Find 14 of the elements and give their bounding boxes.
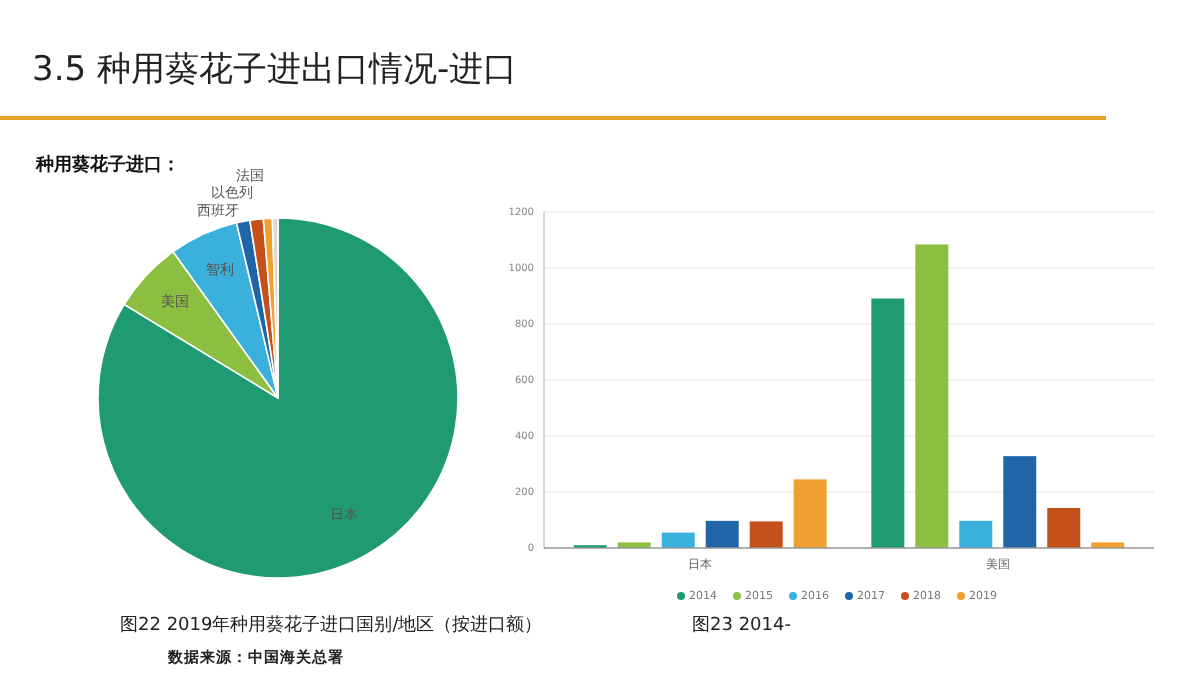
bar xyxy=(871,298,905,548)
pie-slice xyxy=(97,217,459,579)
chart-subtitle: 种用葵花子进口： xyxy=(34,154,180,176)
bar xyxy=(705,520,739,548)
bar xyxy=(1003,456,1037,548)
bar xyxy=(959,520,993,548)
bar xyxy=(1047,507,1081,548)
bar xyxy=(793,479,827,548)
bar xyxy=(661,532,695,548)
caption: 图22 2019年种用葵花子进口国别/地区（按进口额） xyxy=(120,614,543,636)
bar xyxy=(749,521,783,548)
bar xyxy=(915,244,949,548)
chart-title: 3.5 种用葵花子进出口情况-进口 xyxy=(32,50,518,90)
caption: 图23 2014- xyxy=(692,616,791,636)
